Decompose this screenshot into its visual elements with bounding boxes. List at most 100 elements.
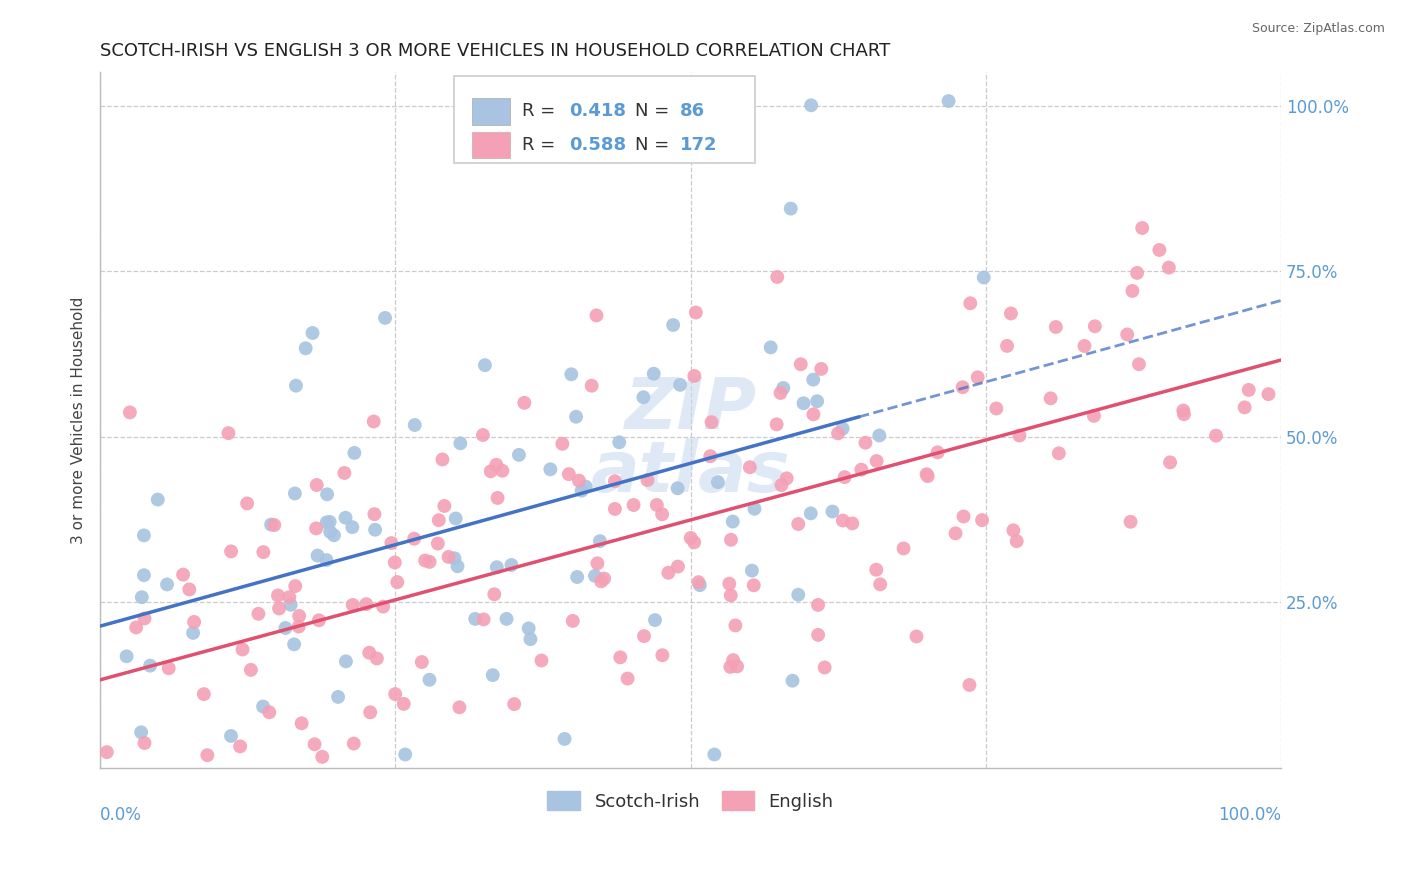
Point [699,449,721,463]
Point [305,478,328,492]
Point [607,435,630,450]
Point [905,629,928,643]
Point [301,326,323,340]
Point [915,467,938,482]
Point [720,533,742,547]
Point [793,396,815,410]
Point [287,619,309,633]
Point [195,748,218,763]
Point [966,370,988,384]
Point [790,357,813,371]
Point [1205,428,1227,442]
Point [501,558,523,572]
Point [316,487,339,501]
Point [259,706,281,720]
Point [305,521,328,535]
Point [284,486,307,500]
Point [770,478,793,492]
Point [318,794,340,808]
Point [831,514,853,528]
Point [952,380,974,394]
Point [868,428,890,442]
Point [851,463,873,477]
Point [810,362,832,376]
Point [315,553,337,567]
Point [807,598,830,612]
Point [427,513,450,527]
Point [179,582,201,597]
Text: 100.0%: 100.0% [1218,806,1281,824]
Point [724,618,747,632]
Point [229,739,252,754]
Point [721,515,744,529]
Point [1008,428,1031,442]
Point [335,510,357,524]
Point [561,614,583,628]
Point [519,632,541,647]
Point [484,587,506,601]
Y-axis label: 3 or more Vehicles in Household: 3 or more Vehicles in Household [72,296,86,544]
Point [657,566,679,580]
Point [269,601,291,615]
Point [1173,403,1195,417]
Point [688,575,710,590]
Point [363,415,385,429]
Point [481,668,503,682]
Point [472,612,495,626]
Point [183,615,205,629]
Point [938,94,960,108]
Point [571,483,593,498]
Point [959,678,981,692]
Point [841,516,863,531]
Point [1126,266,1149,280]
Point [666,559,689,574]
Point [513,396,536,410]
Point [359,646,381,660]
Point [323,528,346,542]
Point [759,340,782,354]
Point [98,773,121,788]
Point [707,475,730,489]
Point [827,426,849,441]
Point [800,98,823,112]
Point [146,492,169,507]
Point [1047,446,1070,460]
Point [291,716,314,731]
Point [633,629,655,643]
Point [741,564,763,578]
Text: 0.588: 0.588 [569,136,626,154]
Point [274,621,297,635]
Point [335,654,357,668]
Point [356,597,378,611]
Point [1173,407,1195,421]
Text: 86: 86 [681,103,704,120]
Point [280,598,302,612]
Point [156,577,179,591]
Point [720,588,742,602]
Point [776,471,799,485]
Point [603,502,626,516]
Point [319,524,342,539]
Point [855,435,877,450]
Point [252,545,274,559]
Point [738,460,761,475]
Point [551,437,574,451]
Point [834,470,856,484]
Point [669,377,692,392]
Point [193,687,215,701]
Point [583,569,606,583]
Point [366,651,388,665]
Point [444,511,467,525]
Point [315,516,337,530]
Text: N =: N = [636,136,675,154]
Point [643,367,665,381]
Point [744,501,766,516]
Point [131,591,153,605]
Point [558,467,581,482]
Point [411,655,433,669]
Text: SCOTCH-IRISH VS ENGLISH 3 OR MORE VEHICLES IN HOUSEHOLD CORRELATION CHART: SCOTCH-IRISH VS ENGLISH 3 OR MORE VEHICL… [100,42,890,60]
Point [651,648,673,663]
Point [616,672,638,686]
Point [603,474,626,488]
Point [479,464,502,478]
